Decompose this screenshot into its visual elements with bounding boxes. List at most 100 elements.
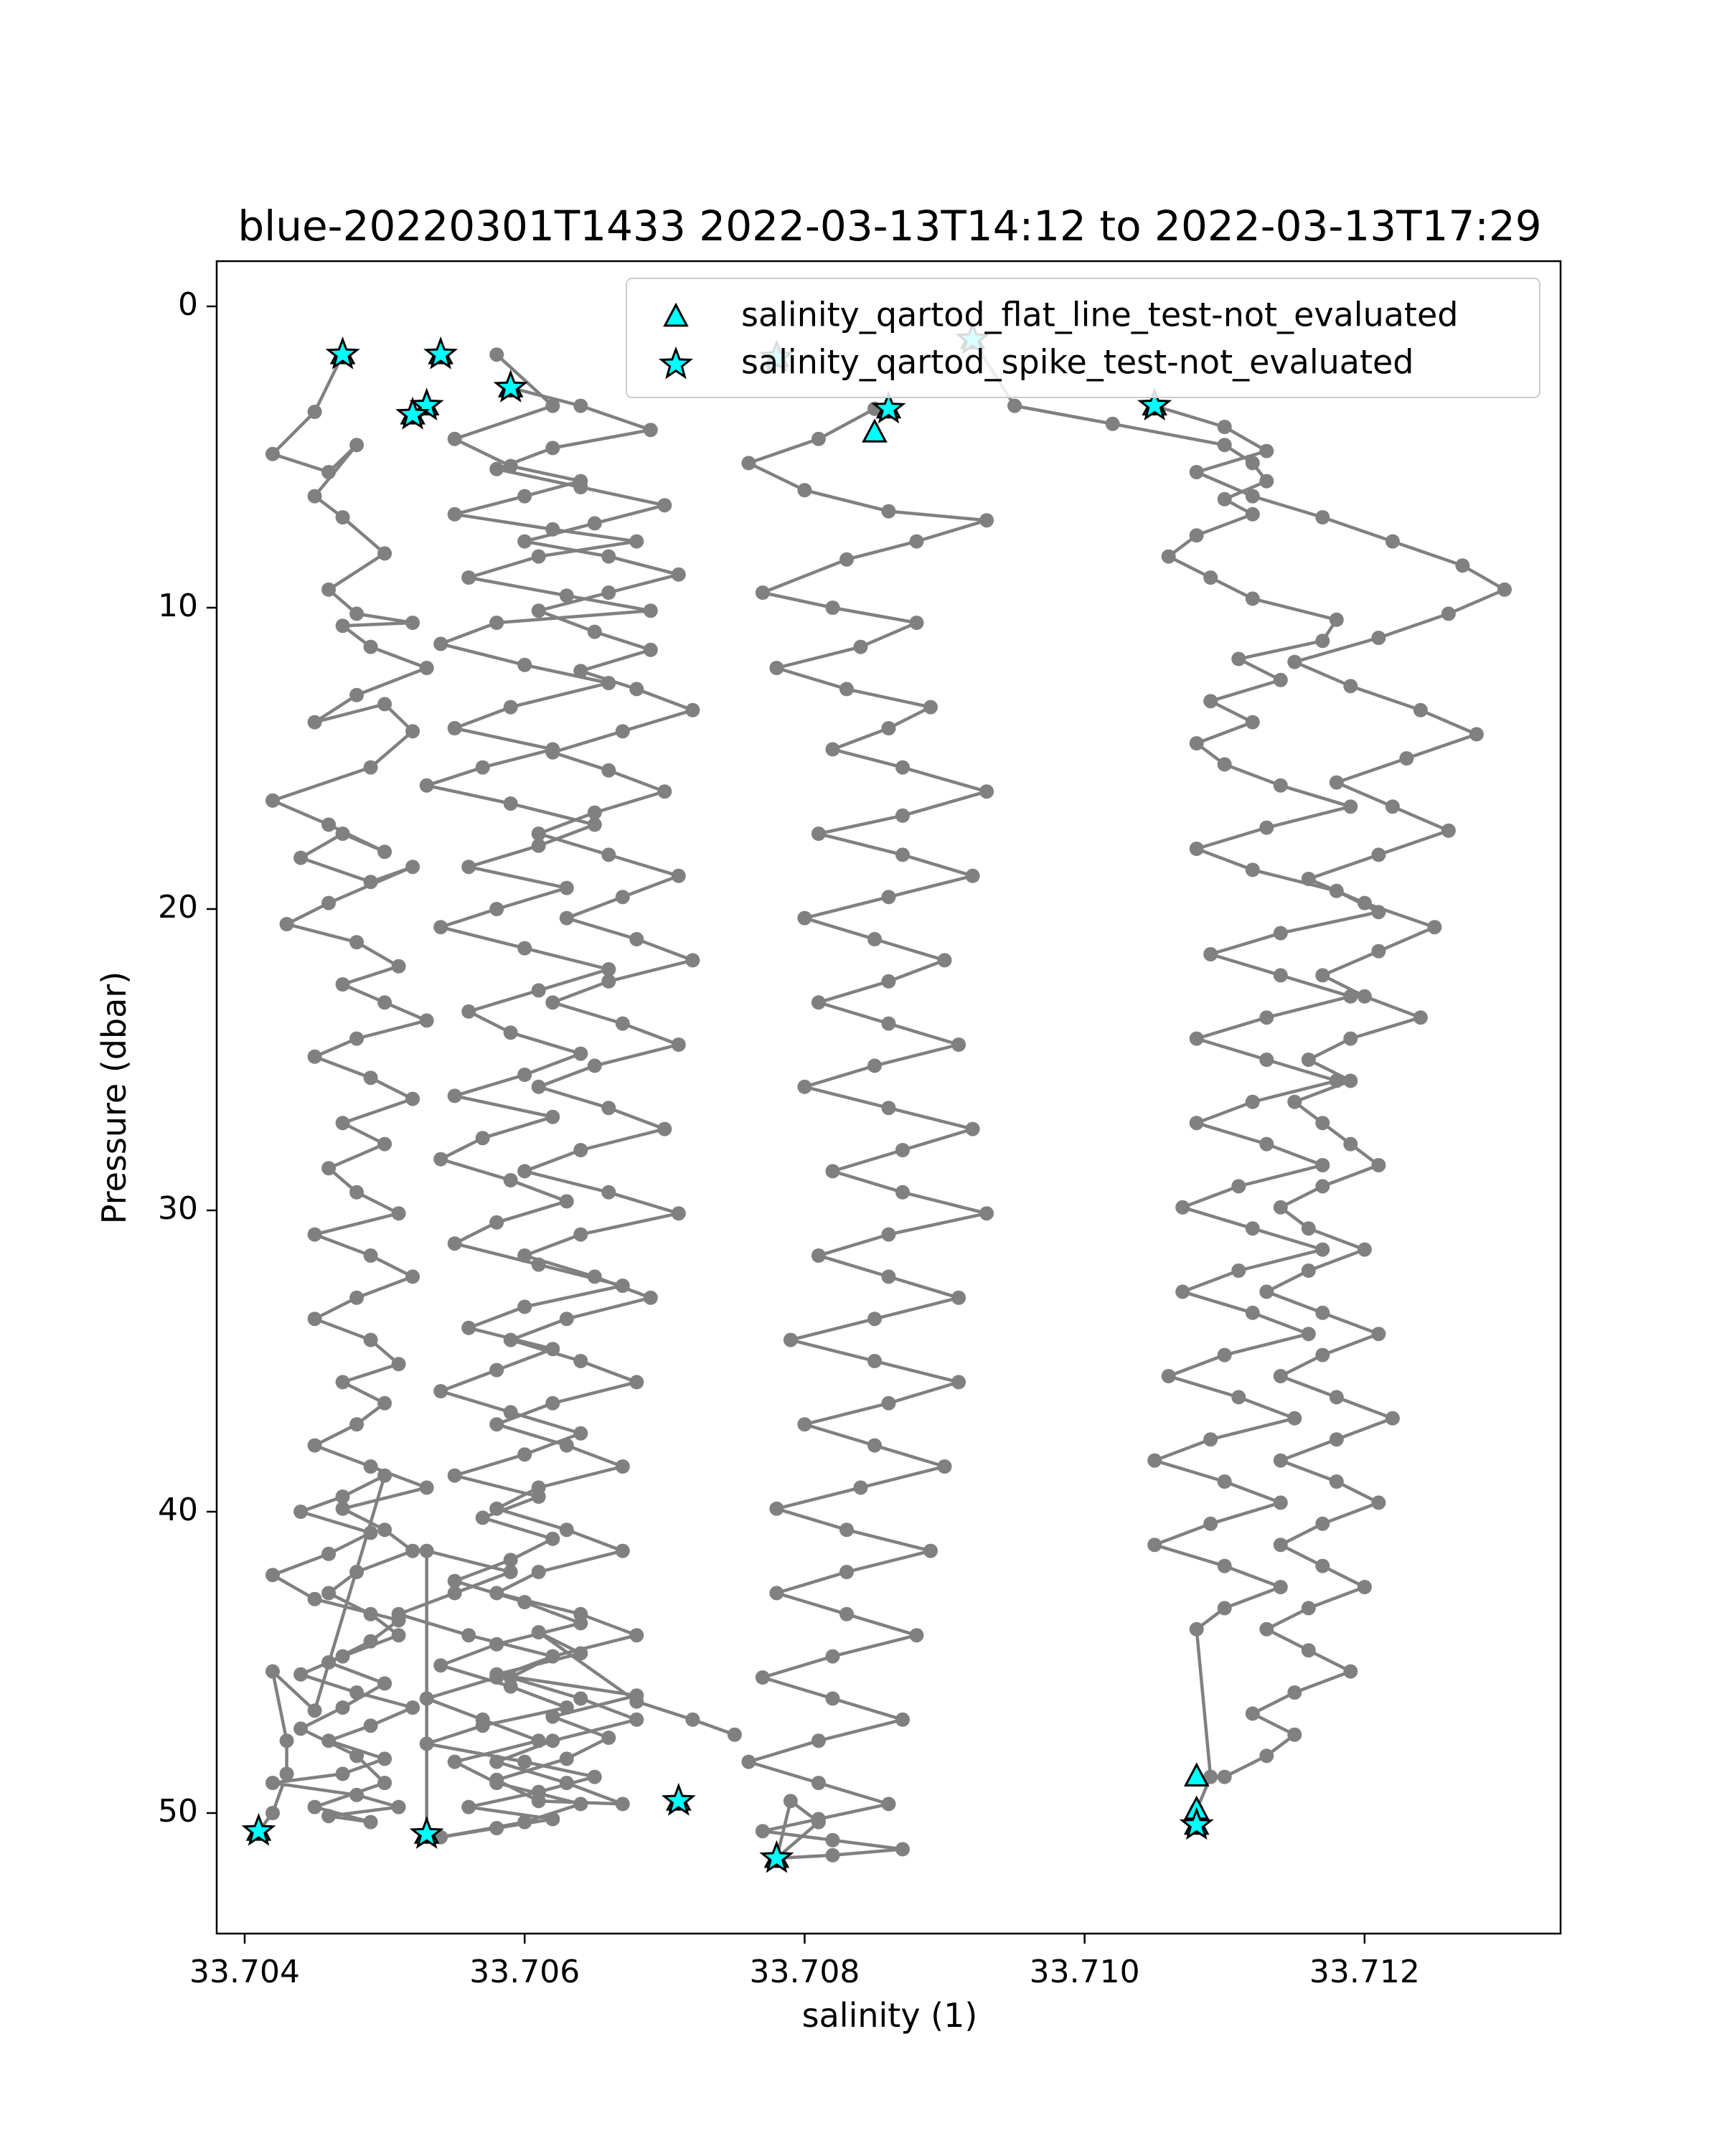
data-point xyxy=(1245,456,1260,471)
y-axis-label: Pressure (dbar) xyxy=(95,971,133,1224)
data-point xyxy=(307,489,322,504)
data-point xyxy=(559,910,574,926)
data-point xyxy=(1413,702,1428,717)
data-point xyxy=(923,700,938,715)
data-point xyxy=(461,860,476,875)
data-point xyxy=(307,1438,322,1453)
data-point xyxy=(587,817,602,832)
data-point xyxy=(545,1812,560,1827)
data-point xyxy=(1343,1664,1358,1679)
data-point xyxy=(1007,398,1022,413)
data-point xyxy=(1105,416,1120,431)
data-point xyxy=(363,875,378,890)
data-point xyxy=(419,1013,434,1028)
data-point xyxy=(839,1565,854,1579)
data-point xyxy=(321,1809,337,1824)
data-point xyxy=(461,1799,476,1814)
data-point xyxy=(881,890,896,905)
data-point xyxy=(559,880,574,895)
data-point xyxy=(811,827,826,841)
data-point xyxy=(517,489,532,504)
data-point xyxy=(671,1037,686,1052)
data-point xyxy=(517,1299,532,1314)
data-point xyxy=(433,636,448,651)
data-point xyxy=(1301,872,1316,886)
data-point xyxy=(1287,654,1302,669)
data-point xyxy=(587,624,602,639)
data-point xyxy=(769,661,784,675)
data-point xyxy=(685,1712,700,1727)
x-axis-label: salinity (1) xyxy=(802,1996,978,2035)
data-point xyxy=(1203,947,1218,961)
data-point xyxy=(1259,1284,1274,1299)
data-point xyxy=(853,639,868,654)
data-point xyxy=(1245,489,1260,504)
data-point xyxy=(349,935,364,950)
data-point xyxy=(1259,1010,1274,1025)
data-point xyxy=(685,702,700,717)
data-point xyxy=(937,953,952,968)
data-point xyxy=(377,1468,392,1483)
data-point xyxy=(951,1375,966,1390)
data-point xyxy=(265,1664,280,1679)
data-point xyxy=(1273,1495,1288,1510)
data-point xyxy=(1343,1031,1358,1046)
data-point xyxy=(573,398,588,413)
legend-triangle-icon xyxy=(663,302,689,327)
data-point xyxy=(881,1797,896,1812)
data-point xyxy=(615,1016,630,1031)
data-point xyxy=(1217,1558,1232,1573)
data-point xyxy=(265,1776,280,1790)
data-point xyxy=(573,1227,588,1242)
data-point xyxy=(1273,1453,1288,1468)
data-point xyxy=(839,552,854,567)
data-point xyxy=(895,808,910,823)
data-point xyxy=(363,1459,378,1474)
data-point xyxy=(503,1670,518,1685)
data-point xyxy=(1189,842,1204,856)
data-point xyxy=(881,974,896,989)
profile-line xyxy=(971,338,1380,1825)
data-point xyxy=(1217,1601,1232,1616)
data-point xyxy=(377,1136,392,1152)
data-point xyxy=(825,601,840,615)
data-point xyxy=(1189,1031,1204,1046)
data-point xyxy=(741,1754,756,1769)
data-point xyxy=(629,1628,644,1643)
data-point xyxy=(419,1736,434,1751)
data-point xyxy=(1343,1136,1358,1152)
data-point xyxy=(1441,823,1456,838)
data-point xyxy=(867,932,882,946)
data-point xyxy=(489,1754,504,1769)
data-point xyxy=(349,1417,364,1432)
data-point xyxy=(1315,1242,1330,1257)
data-point xyxy=(587,1058,602,1073)
data-point xyxy=(321,465,337,479)
spike-flag-marker xyxy=(1179,1807,1214,1840)
data-point xyxy=(1245,1221,1260,1236)
data-point xyxy=(909,534,924,549)
data-point xyxy=(1329,775,1344,790)
data-point xyxy=(517,534,532,549)
data-point xyxy=(573,1046,588,1061)
data-point xyxy=(307,1227,322,1242)
data-point xyxy=(909,616,924,630)
y-tick-label: 10 xyxy=(158,588,198,624)
data-point xyxy=(643,642,658,657)
data-point xyxy=(349,1031,364,1046)
data-point xyxy=(573,480,588,494)
data-point xyxy=(1315,1179,1330,1194)
data-point xyxy=(1497,582,1512,597)
data-point xyxy=(671,567,686,582)
data-point xyxy=(1315,1305,1330,1320)
data-point xyxy=(769,1586,784,1601)
data-point xyxy=(867,1312,882,1327)
y-tick-label: 40 xyxy=(158,1492,198,1528)
data-point xyxy=(979,1206,994,1221)
y-tick-label: 30 xyxy=(158,1190,198,1227)
data-point xyxy=(881,1395,896,1411)
data-point xyxy=(573,664,588,679)
data-point xyxy=(1245,715,1260,730)
data-point xyxy=(307,1799,322,1814)
data-point xyxy=(545,1109,560,1124)
